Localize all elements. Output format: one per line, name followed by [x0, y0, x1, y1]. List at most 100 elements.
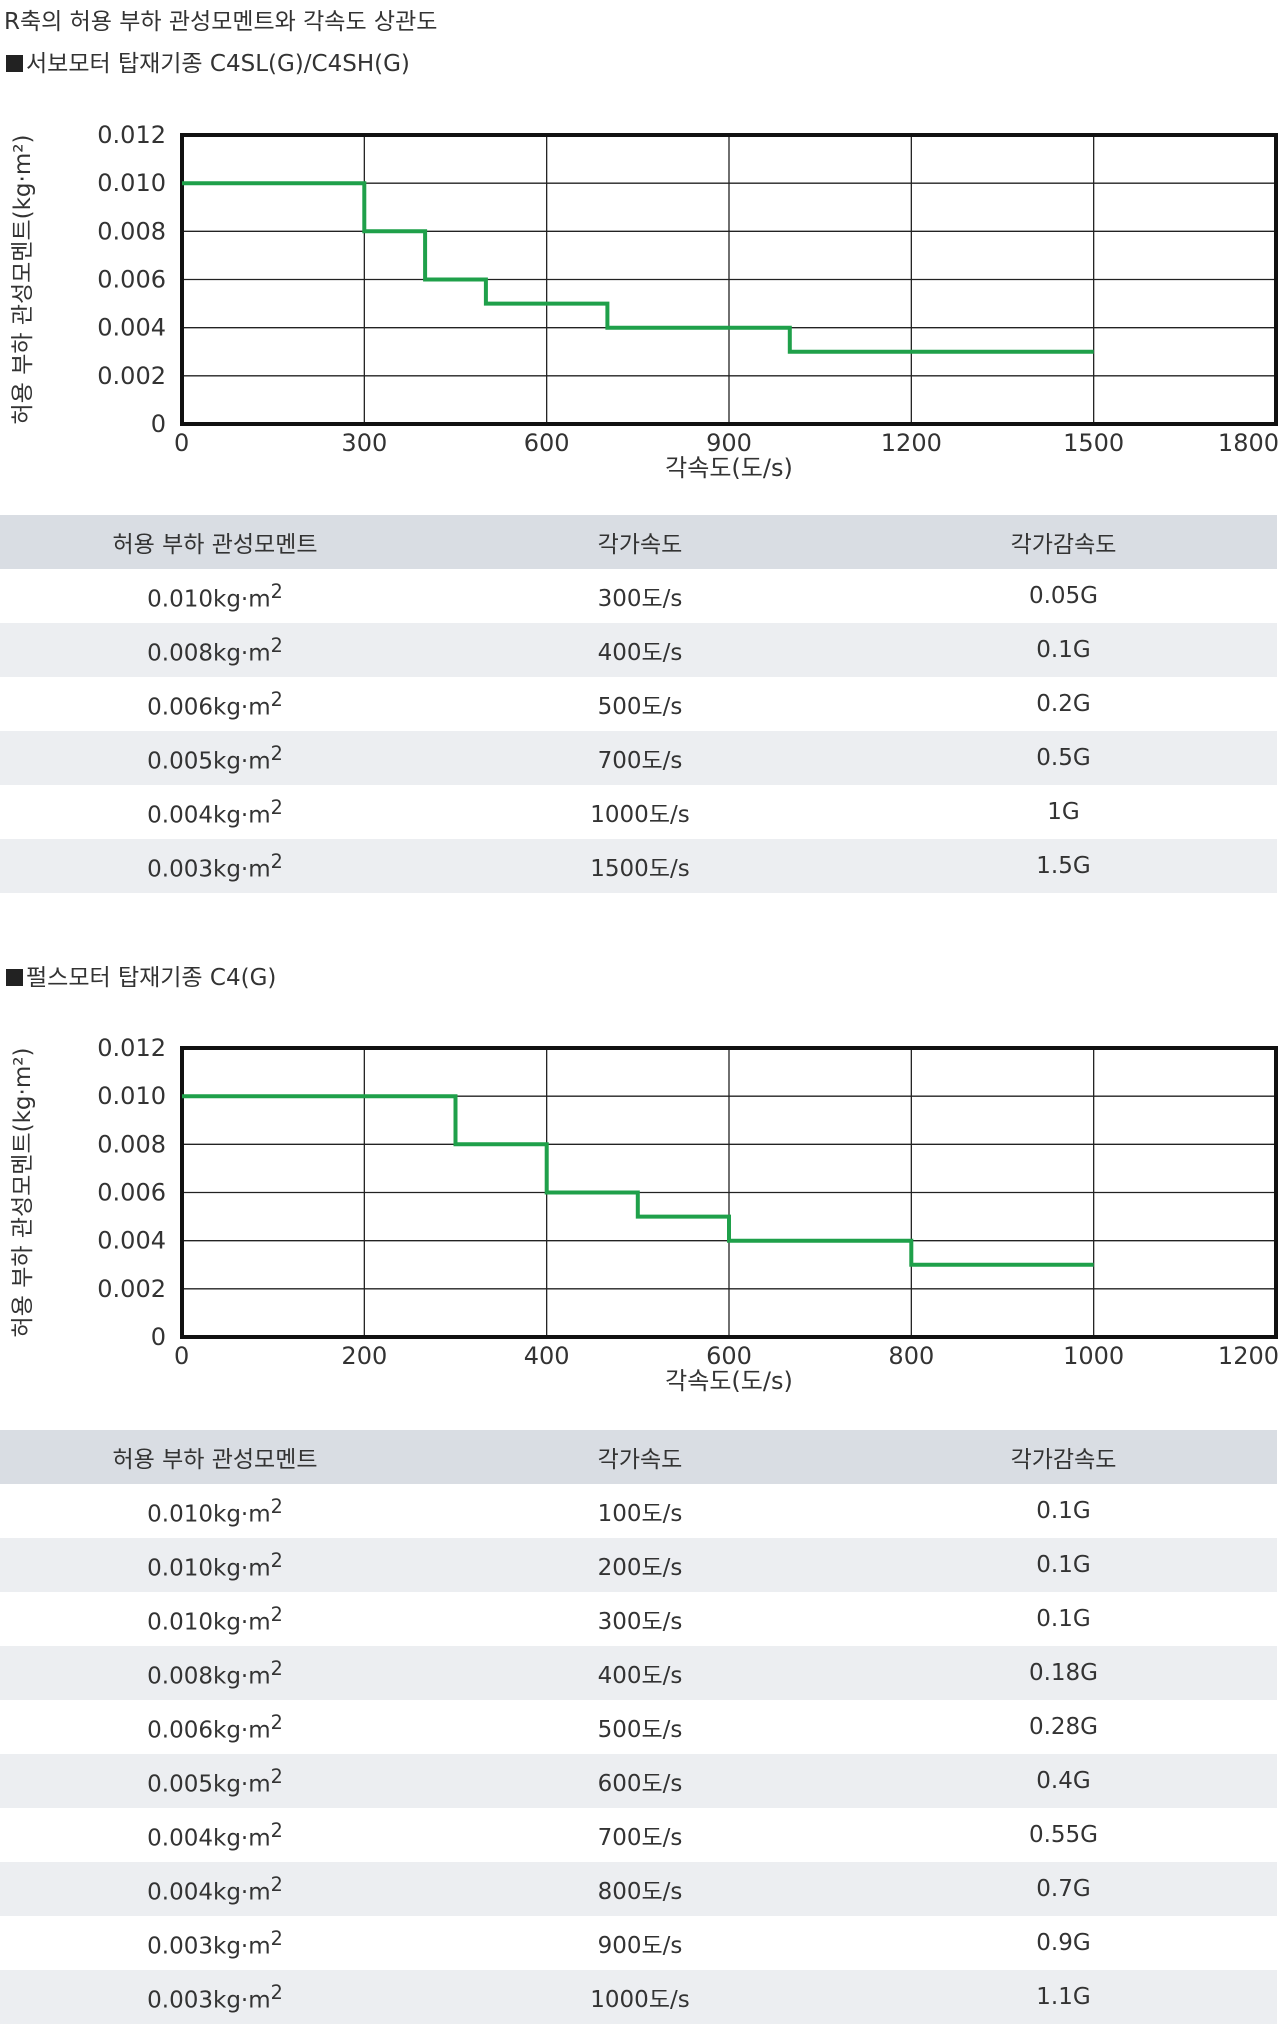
- y-axis-label: 허용 부하 관성모멘트(kg·m²): [10, 135, 36, 425]
- square-bullet-icon: [6, 969, 23, 986]
- inertia-unit: kg·m: [213, 1987, 271, 2014]
- inertia-unit: kg·m: [213, 748, 271, 775]
- cell-angular-accel: 0.2G: [1036, 691, 1091, 717]
- unit-exponent: 2: [270, 1548, 283, 1572]
- chart-servo: 0 0.002 0.004 0.006 0.008 0.010 0.012 0 300 600 90…: [10, 121, 1279, 482]
- x-axis-label: 각속도(도/s): [665, 1367, 793, 1395]
- y-tick-label: 0.008: [97, 217, 166, 245]
- section-title-pulse: 펄스모터 탑재기종 C4(G): [6, 958, 276, 992]
- inertia-unit: kg·m: [213, 1771, 271, 1798]
- inertia-value: 0.005: [147, 748, 213, 775]
- cell-angular-accel: 0.1G: [850, 1538, 1277, 1592]
- cell-angular-speed: 300도/s: [597, 1609, 683, 1635]
- table-row: 0.003kg·m2 1500도/s 1.5G: [0, 839, 1277, 893]
- inertia-unit: kg·m: [213, 802, 271, 829]
- cell-angular-speed: 200도/s: [430, 1538, 850, 1592]
- cell-angular-accel: 0.1G: [1036, 1498, 1091, 1524]
- inertia-value: 0.005: [147, 1771, 213, 1798]
- x-tick-label: 200: [341, 1342, 387, 1370]
- x-tick-label: 800: [888, 1342, 934, 1370]
- y-tick-label: 0.004: [97, 314, 166, 342]
- y-tick-label: 0.010: [97, 1082, 166, 1110]
- inertia-value: 0.010: [147, 586, 213, 613]
- cell-angular-speed: 500도/s: [597, 1717, 683, 1743]
- unit-exponent: 2: [270, 1656, 283, 1680]
- cell-inertia: 0.004kg·m2: [0, 1862, 430, 1916]
- x-tick-label: 1200: [881, 429, 942, 457]
- table-header-row: 허용 부하 관성모멘트 각가속도 각가감속도: [0, 1430, 1277, 1484]
- y-tick-label: 0.010: [97, 169, 166, 197]
- table-row: 0.005kg·m2 600도/s 0.4G: [0, 1754, 1277, 1808]
- y-tick-label: 0.006: [97, 266, 166, 294]
- unit-exponent: 2: [270, 1818, 283, 1842]
- unit-exponent: 2: [270, 849, 283, 873]
- table-row: 0.010kg·m2 200도/s 0.1G: [0, 1538, 1277, 1592]
- table-row: 0.010kg·m2 300도/s 0.05G: [0, 569, 1277, 623]
- cell-angular-accel: 0.7G: [850, 1862, 1277, 1916]
- cell-angular-speed: 100도/s: [597, 1501, 683, 1527]
- table-row: 0.003kg·m2 900도/s 0.9G: [0, 1916, 1277, 1970]
- inertia-value: 0.004: [147, 802, 213, 829]
- x-tick-label: 0: [174, 429, 189, 457]
- cell-inertia: 0.008kg·m2: [0, 623, 430, 677]
- section-title-servo: 서보모터 탑재기종 C4SL(G)/C4SH(G): [6, 44, 410, 78]
- inertia-value: 0.003: [147, 1987, 213, 2014]
- y-tick-label: 0: [151, 410, 166, 438]
- cell-inertia: 0.004kg·m2: [0, 1808, 430, 1862]
- table-row: 0.010kg·m2 300도/s 0.1G: [0, 1592, 1277, 1646]
- cell-inertia: 0.006kg·m2: [0, 677, 430, 731]
- cell-inertia: 0.010kg·m2: [0, 569, 430, 623]
- header-angular-speed: 각가속도: [430, 515, 850, 569]
- y-tick-label: 0.008: [97, 1130, 166, 1158]
- table-row: 0.004kg·m2 700도/s 0.55G: [0, 1808, 1277, 1862]
- cell-angular-speed: 500도/s: [597, 694, 683, 720]
- inertia-unit: kg·m: [213, 856, 271, 883]
- inertia-value: 0.010: [147, 1555, 213, 1582]
- header-angular-accel: 각가감속도: [850, 1430, 1277, 1484]
- inertia-value: 0.004: [147, 1879, 213, 1906]
- cell-angular-speed: 600도/s: [430, 1754, 850, 1808]
- inertia-value: 0.004: [147, 1825, 213, 1852]
- cell-angular-accel: 0.9G: [1036, 1930, 1091, 1956]
- unit-exponent: 2: [270, 1602, 283, 1626]
- inertia-unit: kg·m: [213, 1825, 271, 1852]
- header-angular-speed: 각가속도: [430, 1430, 850, 1484]
- cell-inertia: 0.003kg·m2: [0, 839, 430, 893]
- unit-exponent: 2: [270, 633, 283, 657]
- page-title: R축의 허용 부하 관성모멘트와 각속도 상관도: [4, 9, 438, 35]
- y-axis-label: 허용 부하 관성모멘트(kg·m²): [10, 1048, 36, 1338]
- y-tick-label: 0: [151, 1323, 166, 1351]
- y-tick-label: 0.006: [97, 1179, 166, 1207]
- x-tick-label: 300: [341, 429, 387, 457]
- x-tick-label: 600: [706, 1342, 752, 1370]
- x-tick-label: 600: [524, 429, 570, 457]
- cell-angular-accel: 1.5G: [850, 839, 1277, 893]
- unit-exponent: 2: [270, 1710, 283, 1734]
- spec-table-servo: 허용 부하 관성모멘트 각가속도 각가감속도 0.010kg·m2 300도/s 0…: [0, 515, 1277, 893]
- cell-angular-speed: 400도/s: [430, 1646, 850, 1700]
- inertia-unit: kg·m: [213, 586, 271, 613]
- plot-frame: [180, 133, 1278, 426]
- table-row: 0.004kg·m2 1000도/s 1G: [0, 785, 1277, 839]
- table-row: 0.008kg·m2 400도/s 0.18G: [0, 1646, 1277, 1700]
- cell-angular-speed: 800도/s: [430, 1862, 850, 1916]
- table-row: 0.006kg·m2 500도/s 0.2G: [0, 677, 1277, 731]
- inertia-unit: kg·m: [213, 1717, 271, 1744]
- y-tick-label: 0.002: [97, 1275, 166, 1303]
- cell-angular-accel: 1G: [1047, 799, 1080, 825]
- cell-angular-speed: 700도/s: [597, 1825, 683, 1851]
- table-header-row: 허용 부하 관성모멘트 각가속도 각가감속도: [0, 515, 1277, 569]
- x-tick-label: 1500: [1063, 429, 1124, 457]
- table-row: 0.008kg·m2 400도/s 0.1G: [0, 623, 1277, 677]
- section-title-text: 펄스모터 탑재기종 C4(G): [26, 965, 277, 991]
- inertia-unit: kg·m: [213, 1663, 271, 1690]
- plot-frame: [180, 1046, 1278, 1339]
- y-tick-label: 0.004: [97, 1227, 166, 1255]
- cell-angular-accel: 0.4G: [850, 1754, 1277, 1808]
- table-row: 0.010kg·m2 100도/s 0.1G: [0, 1484, 1277, 1538]
- cell-inertia: 0.005kg·m2: [0, 731, 430, 785]
- cell-inertia: 0.003kg·m2: [0, 1970, 430, 2024]
- cell-angular-accel: 0.1G: [850, 623, 1277, 677]
- inertia-unit: kg·m: [213, 640, 271, 667]
- unit-exponent: 2: [270, 1494, 283, 1518]
